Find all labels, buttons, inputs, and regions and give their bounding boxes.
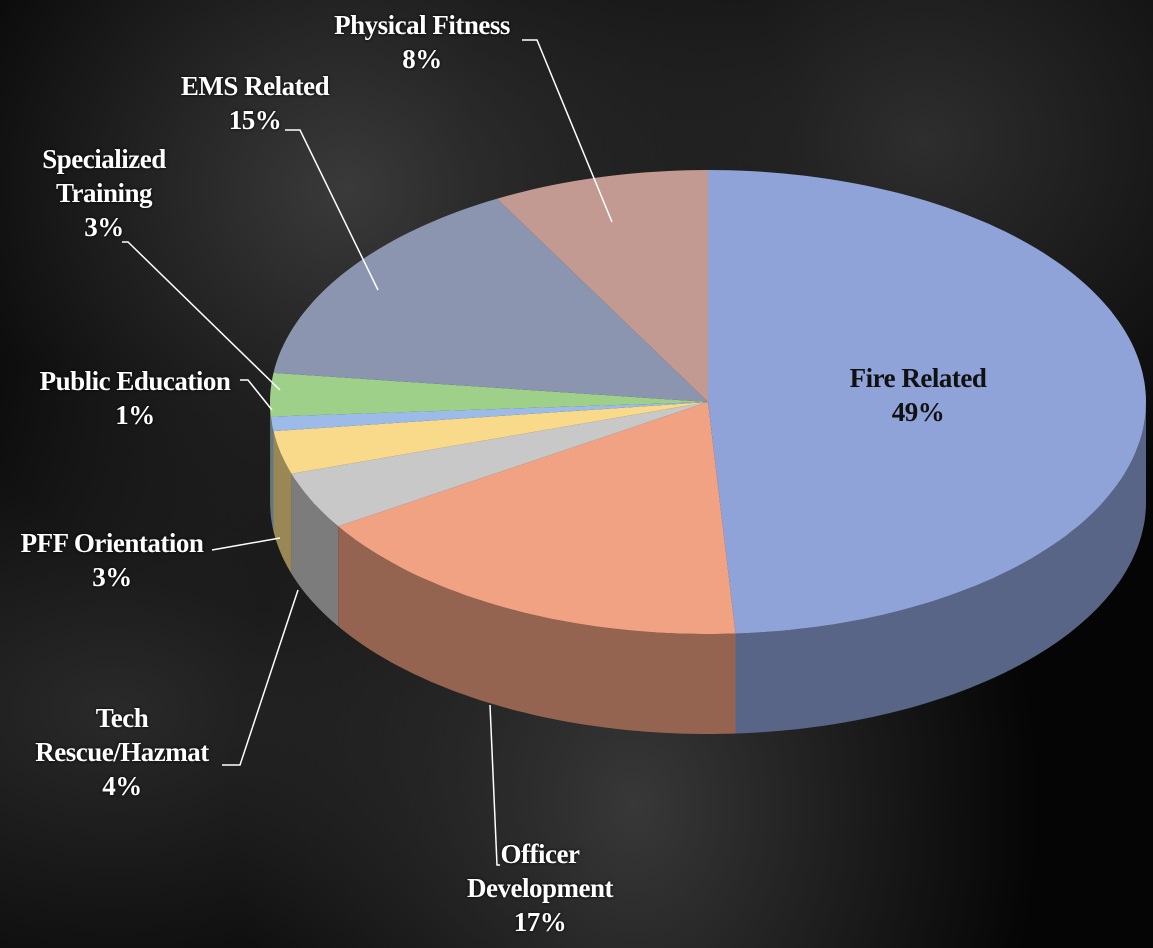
slice-side bbox=[270, 416, 274, 532]
leader-line bbox=[285, 129, 379, 291]
slice-side bbox=[291, 473, 339, 627]
value-label: 17% bbox=[513, 907, 567, 937]
leader-line bbox=[222, 589, 299, 766]
value-label: 3% bbox=[92, 562, 132, 592]
data-label: Specialized Training 3% bbox=[29, 142, 179, 244]
slice bbox=[273, 402, 708, 474]
value-label: 49% bbox=[891, 397, 945, 427]
leader-line bbox=[489, 704, 500, 866]
leader-line bbox=[122, 241, 281, 391]
category-label: Public Education bbox=[39, 366, 231, 396]
category-label: EMS Related bbox=[180, 71, 330, 101]
data-label: Officer Development 17% bbox=[450, 837, 630, 939]
category-label: Specialized Training bbox=[42, 144, 166, 208]
value-label: 15% bbox=[228, 105, 282, 135]
category-label: Physical Fitness bbox=[334, 10, 510, 40]
data-label: EMS Related 15% bbox=[180, 69, 330, 137]
slice bbox=[291, 402, 708, 527]
value-label: 8% bbox=[402, 44, 442, 74]
value-label: 1% bbox=[115, 400, 155, 430]
slice bbox=[497, 170, 708, 402]
slice bbox=[338, 402, 736, 634]
data-label: Public Education 1% bbox=[40, 364, 231, 432]
slice bbox=[708, 170, 1146, 634]
data-label: Tech Rescue/Hazmat 4% bbox=[17, 701, 227, 803]
slice bbox=[273, 198, 708, 402]
leader-line bbox=[240, 379, 273, 411]
category-label: PFF Orientation bbox=[20, 528, 204, 558]
data-label: PFF Orientation 3% bbox=[21, 526, 204, 594]
category-label: Fire Related bbox=[849, 363, 987, 393]
leader-line bbox=[522, 39, 613, 223]
slice-side bbox=[270, 402, 271, 517]
data-label: Physical Fitness 8% bbox=[334, 8, 510, 76]
slice bbox=[270, 402, 708, 432]
category-label: Tech Rescue/Hazmat bbox=[35, 703, 209, 767]
value-label: 3% bbox=[84, 212, 124, 242]
data-label: Fire Related 49% bbox=[850, 361, 987, 429]
slice-side bbox=[735, 402, 1146, 734]
slice bbox=[270, 372, 708, 417]
category-label: Officer Development bbox=[467, 839, 613, 903]
slice-side bbox=[338, 526, 736, 734]
value-label: 4% bbox=[102, 771, 142, 801]
leader-line bbox=[211, 537, 281, 551]
